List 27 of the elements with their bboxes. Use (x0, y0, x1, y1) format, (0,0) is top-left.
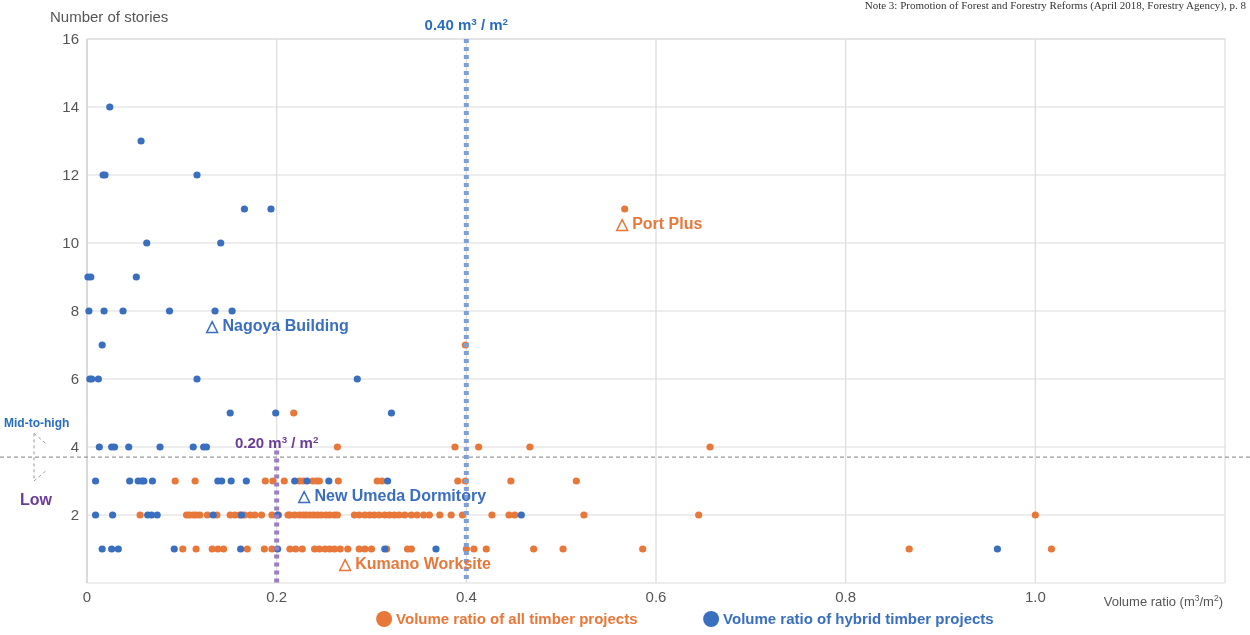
legend-label: Volume ratio of all timber projects (396, 610, 638, 627)
annotation: △ Nagoya Building (205, 317, 349, 334)
ref-line-label: 0.40 m$^{3}$ / m$^{2}$ (424, 15, 509, 33)
x-tick-label: 0.2 (266, 588, 288, 605)
y-tick-label: 8 (70, 302, 79, 320)
annotation: △ Port Plus (614, 215, 703, 232)
x-tick-label: 0 (82, 588, 92, 605)
text: Mid-to-high (4, 415, 70, 430)
x-tick-label: 0.6 (645, 588, 667, 605)
annotation: △ Kumano Worksite (337, 555, 492, 572)
text: Low (20, 490, 53, 508)
x-tick-label: 0.8 (835, 588, 857, 605)
y-tick-label: 10 (62, 234, 79, 252)
x-axis-title: Volume ratio (m$^{3}$/m$^{2}$) (1103, 593, 1223, 609)
y-tick-label: 12 (62, 166, 79, 184)
y-tick-label: 6 (70, 370, 79, 388)
y-tick-label: 4 (70, 438, 79, 456)
y-tick-label: 14 (62, 98, 79, 116)
x-tick-label: 1.0 (1024, 588, 1046, 605)
y-tick-label: 16 (62, 30, 79, 48)
ref-line-label: 0.20 m$^{3}$ / m$^{2}$ (234, 433, 319, 452)
x-tick-label: 0.4 (455, 588, 477, 605)
text: Note 3: Promotion of Forest and Forestry Reforms (April 2018, Forestry Agency), p. 8 (864, 0, 1247, 12)
legend-label: Volume ratio of hybrid timber projects (723, 610, 994, 627)
y-tick-label: 2 (70, 506, 79, 524)
annotation: △ New Umeda Dormitory (297, 487, 487, 504)
y-axis-title: Number of stories (50, 8, 169, 25)
